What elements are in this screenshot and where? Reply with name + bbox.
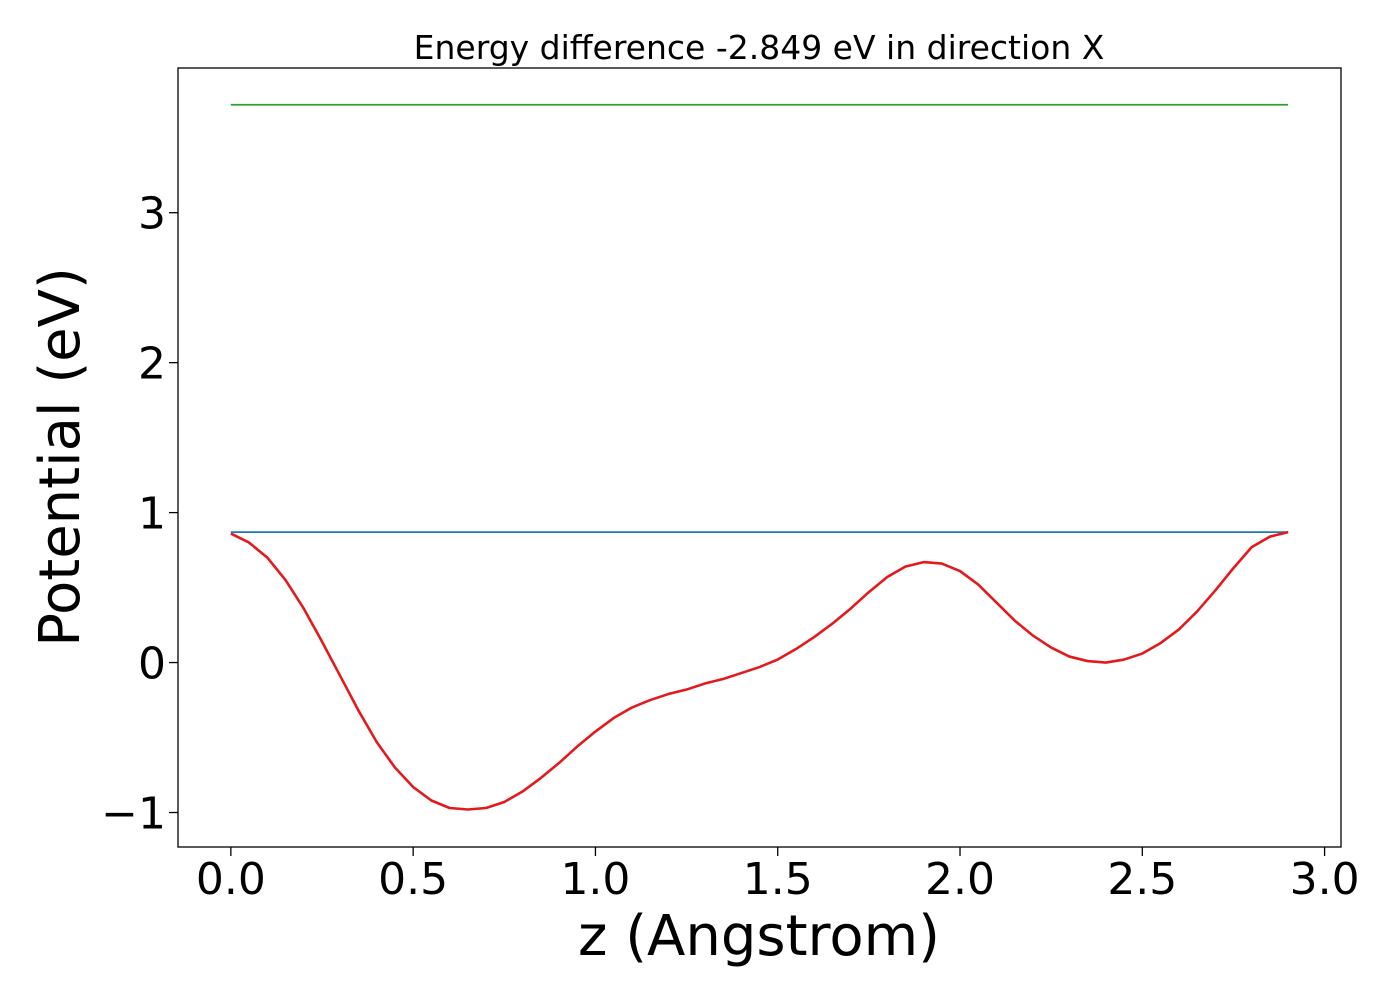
series-layer <box>230 103 1289 811</box>
y-tick-label: 1 <box>138 489 166 540</box>
x-axis-ticks: 0.0 0.5 1.0 1.5 2.0 2.5 3.0 <box>196 847 1360 905</box>
y-axis-ticks: −1 0 1 2 3 <box>101 189 178 840</box>
y-tick-label: 3 <box>138 189 166 240</box>
x-tick-label: 3.0 <box>1290 854 1360 905</box>
x-tick-label: 1.0 <box>560 854 630 905</box>
chart-title: Energy difference -2.849 eV in direction… <box>414 28 1105 67</box>
x-tick-label: 2.0 <box>925 854 995 905</box>
y-axis-label: Potential (eV) <box>28 267 93 647</box>
series-line-0 <box>230 530 1289 811</box>
x-axis-label: z (Angstrom) <box>578 904 940 969</box>
x-tick-label: 2.5 <box>1107 854 1177 905</box>
x-tick-label: 0.0 <box>196 854 266 905</box>
x-tick-label: 0.5 <box>378 854 448 905</box>
y-tick-label: 2 <box>138 339 166 390</box>
plot-frame <box>177 67 1342 848</box>
y-tick-label: 0 <box>138 639 166 690</box>
x-tick-label: 1.5 <box>743 854 813 905</box>
y-tick-label: −1 <box>101 789 166 840</box>
